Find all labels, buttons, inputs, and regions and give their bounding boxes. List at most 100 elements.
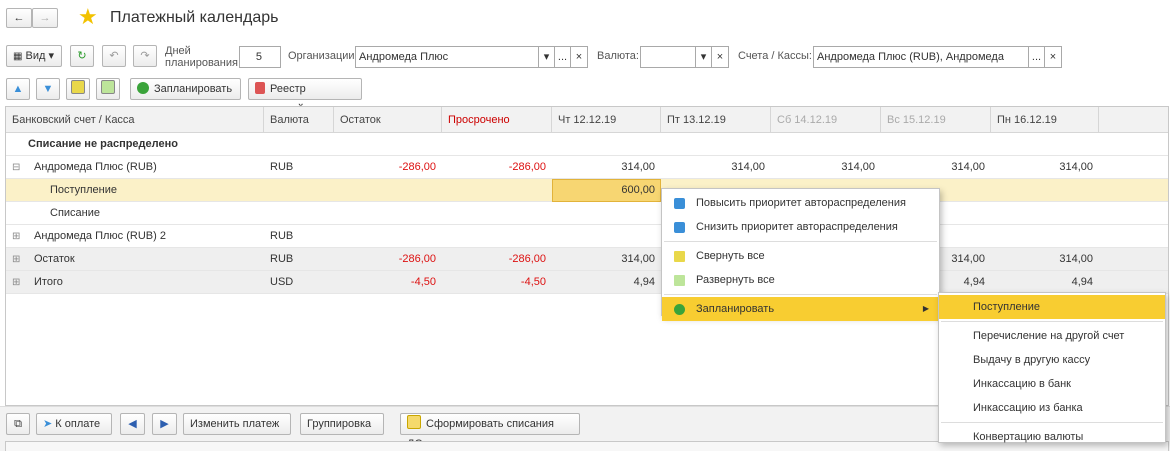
menu-separator xyxy=(941,422,1163,423)
cell-text: RUB xyxy=(270,253,294,265)
cell-text: Итого xyxy=(34,276,63,288)
cell-value: -286,00 xyxy=(508,253,546,265)
prev-button[interactable]: ◀ xyxy=(120,413,145,435)
days-label: Дней планирования: xyxy=(165,45,242,69)
column-header: Пт 13.12.19 xyxy=(661,107,771,133)
menu-label: Повысить приоритет автораспределения xyxy=(696,197,906,209)
menu-icon xyxy=(674,250,685,262)
next-button[interactable]: ▶ xyxy=(152,413,177,435)
org-dropdown[interactable]: ▾ xyxy=(538,46,555,68)
form-button[interactable]: Сформировать списания ДС... xyxy=(400,413,580,450)
priority-up-button[interactable]: ▲ xyxy=(6,78,30,100)
column-header: Сб 14.12.19 xyxy=(771,107,881,133)
currency-clear[interactable]: × xyxy=(711,46,729,68)
menu-item[interactable]: Повысить приоритет автораспределения xyxy=(662,191,939,215)
expander: ⊟ xyxy=(12,162,21,173)
cell-text: Списание xyxy=(50,207,100,219)
cell-text: Андромеда Плюс (RUB) 2 xyxy=(34,230,166,242)
menu-item[interactable]: Инкассацию из банка xyxy=(939,396,1165,420)
org-select[interactable]: ... xyxy=(554,46,571,68)
view-button[interactable]: ▦ Вид ▾ xyxy=(6,45,62,67)
menu-label: Развернуть все xyxy=(696,274,775,286)
refresh-button[interactable]: ↻ xyxy=(70,45,94,67)
menu-item[interactable]: Свернуть все xyxy=(662,244,939,268)
menu-item[interactable]: Перечисление на другой счет xyxy=(939,324,1165,348)
section-row xyxy=(6,133,1168,156)
accounts-select[interactable]: ... xyxy=(1028,46,1045,68)
menu-separator xyxy=(664,294,937,295)
window-button[interactable]: ⧉ xyxy=(6,413,30,435)
column-header: Просрочено xyxy=(442,107,552,133)
org-label: Организации: xyxy=(288,50,358,62)
pay-button[interactable]: ➤ К оплате xyxy=(36,413,112,435)
menu-label: Конвертацию валюты xyxy=(973,431,1084,443)
priority-down-button[interactable]: ▼ xyxy=(36,78,60,100)
cell-value: -4,50 xyxy=(520,276,546,288)
cell-text: RUB xyxy=(270,230,294,242)
column-header: Валюта xyxy=(264,107,334,133)
org-clear[interactable]: × xyxy=(570,46,588,68)
registry-button[interactable]: Реестр платежей xyxy=(248,78,362,115)
currency-label: Валюта: xyxy=(597,50,639,62)
accounts-input[interactable]: Андромеда Плюс (RUB), Андромеда Плюс xyxy=(813,46,1029,68)
cell-value: 314,00 xyxy=(1059,253,1093,265)
expander: ⊞ xyxy=(12,231,21,242)
cell-value: 314,00 xyxy=(731,161,765,173)
cell-text: RUB xyxy=(270,161,294,173)
redo-button[interactable]: ↷ xyxy=(133,45,157,67)
menu-label: Свернуть все xyxy=(696,250,765,262)
menu-separator xyxy=(664,241,937,242)
org-input[interactable]: Андромеда Плюс xyxy=(355,46,539,68)
page-title: Платежный календарь xyxy=(110,9,279,26)
cell-value: 600,00 xyxy=(621,184,655,196)
second-table xyxy=(5,441,1169,451)
cell-value: 314,00 xyxy=(621,253,655,265)
menu-item[interactable]: Поступление xyxy=(939,295,1165,319)
plan-button[interactable]: Запланировать ▾ xyxy=(130,78,241,115)
forward-button[interactable]: → xyxy=(32,8,58,28)
menu-label: Снизить приоритет автораспределения xyxy=(696,221,898,233)
favorite-star[interactable]: ★ xyxy=(78,4,98,29)
menu-label: Выдачу в другую кассу xyxy=(973,354,1091,366)
menu-label: Поступление xyxy=(973,301,1041,313)
submenu: Поступление Перечисление на другой счет Вы… xyxy=(938,292,1166,443)
cell-value: 4,94 xyxy=(963,276,985,288)
column-header: Остаток xyxy=(334,107,442,133)
currency-input[interactable] xyxy=(640,46,696,68)
column-header: Чт 12.12.19 xyxy=(552,107,661,133)
cell-text: Андромеда Плюс (RUB) xyxy=(34,161,157,173)
menu-item[interactable]: Запланировать ▶ xyxy=(662,297,939,321)
plan-label: Запланировать xyxy=(154,83,233,95)
selected-cell xyxy=(552,179,661,202)
back-button[interactable]: ← xyxy=(6,8,32,28)
expand-button[interactable] xyxy=(96,78,120,100)
menu-item[interactable]: Инкассацию в банк xyxy=(939,372,1165,396)
menu-label: Запланировать xyxy=(696,303,775,315)
section-label: Списание не распределено xyxy=(28,138,178,150)
group-label: Группировка xyxy=(307,418,372,430)
table-row[interactable] xyxy=(6,156,1168,179)
change-button[interactable]: Изменить платеж ▾ xyxy=(183,413,291,435)
accounts-clear[interactable]: × xyxy=(1044,46,1062,68)
cell-value: -286,00 xyxy=(508,161,546,173)
menu-icon xyxy=(674,274,685,286)
expander: ⊞ xyxy=(12,254,21,265)
cell-value: 4,94 xyxy=(633,276,655,288)
cell-text: USD xyxy=(270,276,294,288)
accounts-label: Счета / Кассы: xyxy=(738,50,812,62)
submenu-arrow: ▶ xyxy=(922,304,929,313)
menu-item[interactable]: Развернуть все xyxy=(662,268,939,292)
menu-item[interactable]: Конвертацию валюты xyxy=(939,425,1165,449)
collapse-button[interactable] xyxy=(66,78,90,100)
undo-button[interactable]: ↶ xyxy=(102,45,126,67)
menu-item[interactable]: Снизить приоритет автораспределения xyxy=(662,215,939,239)
menu-label: Инкассацию в банк xyxy=(973,378,1071,390)
menu-label: Перечисление на другой счет xyxy=(973,330,1125,342)
header-row xyxy=(6,107,1168,133)
group-button[interactable]: Группировка ▾ xyxy=(300,413,384,450)
menu-icon xyxy=(674,221,685,233)
days-input[interactable]: 5 xyxy=(239,46,281,68)
menu-item[interactable]: Выдачу в другую кассу xyxy=(939,348,1165,372)
currency-dropdown[interactable]: ▾ xyxy=(695,46,712,68)
